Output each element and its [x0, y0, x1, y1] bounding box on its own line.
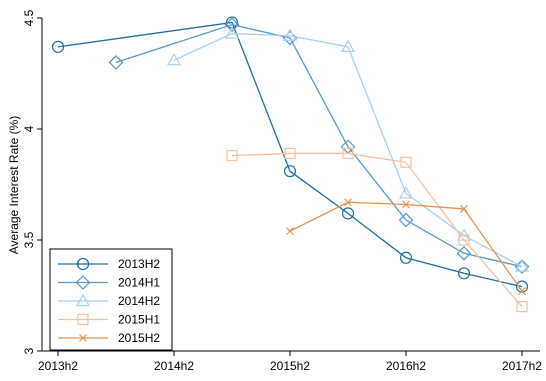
legend-swatch-marker	[79, 334, 87, 342]
data-point	[400, 156, 412, 168]
legend-label: 2015H2	[118, 331, 160, 345]
data-point	[516, 301, 528, 313]
x-ticks: 2013h2 2014h2 2015h2 2016h2 2017h2	[38, 351, 542, 373]
data-point	[515, 280, 529, 293]
data-point	[224, 26, 240, 39]
data-point	[286, 227, 294, 236]
y-tick-label: 4.5	[22, 9, 36, 26]
data-point	[282, 28, 298, 41]
x-tick-label: 2016h2	[386, 359, 426, 373]
series-line	[115, 23, 523, 268]
x-tick-label: 2017h2	[502, 359, 542, 373]
legend-label: 2015H1	[118, 313, 160, 327]
y-ticks: 3 3.5 4 4.5	[22, 9, 42, 354]
axes	[41, 18, 540, 352]
x-tick-label: 2014h2	[154, 359, 194, 373]
y-tick-label: 4	[22, 125, 36, 132]
series-line	[231, 152, 523, 308]
data-point	[398, 212, 414, 228]
legend-swatch-marker	[75, 275, 91, 290]
series-2015H2	[286, 198, 526, 295]
legend-label: 2014H1	[118, 276, 160, 290]
series-2015H1	[226, 147, 528, 313]
x-tick-label: 2015h2	[270, 359, 310, 373]
data-point	[458, 234, 470, 246]
data-point	[284, 147, 296, 160]
data-point	[224, 17, 240, 33]
data-point	[457, 267, 471, 280]
legend-swatch-marker	[76, 257, 90, 271]
data-point	[226, 150, 238, 162]
series-2013H2	[51, 16, 529, 293]
y-axis-title: Average Interest Rate (%)	[7, 116, 21, 255]
series-2014H2	[166, 26, 530, 272]
data-point	[398, 186, 414, 199]
y-tick-label: 3	[22, 347, 36, 354]
data-point	[51, 40, 65, 53]
legend-box	[49, 248, 173, 351]
legend-label: 2014H2	[118, 294, 160, 308]
data-point	[460, 204, 468, 213]
series-line	[173, 32, 523, 268]
legend-label: 2013H2	[118, 257, 160, 271]
data-point	[108, 55, 124, 70]
legend-swatch-marker	[77, 313, 89, 326]
data-point	[342, 147, 354, 160]
legend-swatch-marker	[75, 293, 91, 307]
series-2014H1	[108, 17, 530, 274]
legend: 2013H2 2014H1 2014H2 2015H1 2015H2	[49, 248, 173, 351]
data-point	[166, 52, 182, 66]
data-point	[344, 198, 352, 207]
data-point	[340, 39, 356, 52]
x-tick-label: 2013h2	[38, 359, 78, 373]
data-point	[518, 287, 526, 295]
data-point	[402, 200, 410, 209]
series-layer	[51, 16, 530, 313]
data-point	[341, 207, 355, 220]
series-line	[289, 201, 523, 292]
data-point	[283, 165, 297, 178]
data-point	[399, 251, 413, 264]
data-point	[514, 259, 530, 272]
y-tick-label: 3.5	[22, 231, 36, 248]
data-point	[456, 245, 472, 261]
series-line	[57, 21, 523, 288]
